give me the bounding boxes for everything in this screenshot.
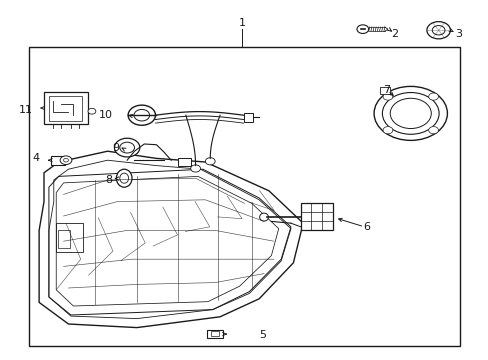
Ellipse shape <box>259 213 268 221</box>
Text: 8: 8 <box>105 175 112 185</box>
Circle shape <box>389 98 430 129</box>
Bar <box>56 223 83 252</box>
Text: 3: 3 <box>454 29 461 39</box>
Bar <box>51 156 65 165</box>
Text: 11: 11 <box>19 105 33 115</box>
Circle shape <box>88 108 96 114</box>
Text: 5: 5 <box>259 330 265 340</box>
Circle shape <box>60 156 72 165</box>
Text: 10: 10 <box>98 110 112 120</box>
Circle shape <box>382 93 438 134</box>
Bar <box>211 331 219 336</box>
Circle shape <box>382 127 392 134</box>
Circle shape <box>356 25 368 33</box>
Text: 9: 9 <box>112 143 120 153</box>
Circle shape <box>428 93 438 100</box>
Text: 2: 2 <box>390 29 398 39</box>
Bar <box>44 92 88 124</box>
Circle shape <box>426 22 449 39</box>
Bar <box>178 158 190 166</box>
Circle shape <box>134 109 149 121</box>
Bar <box>58 230 70 248</box>
Bar <box>300 203 332 230</box>
Ellipse shape <box>116 169 132 187</box>
Circle shape <box>205 158 215 165</box>
Circle shape <box>431 26 444 35</box>
Bar <box>243 113 253 122</box>
Bar <box>207 330 223 338</box>
Circle shape <box>114 138 140 157</box>
Bar <box>380 87 389 94</box>
Circle shape <box>428 127 438 134</box>
Circle shape <box>373 86 447 140</box>
Circle shape <box>63 158 68 162</box>
Text: 1: 1 <box>238 18 245 28</box>
Ellipse shape <box>120 173 128 183</box>
Circle shape <box>190 165 200 172</box>
Bar <box>29 47 459 346</box>
Text: 4: 4 <box>32 153 39 163</box>
Circle shape <box>128 105 155 125</box>
Bar <box>49 96 82 121</box>
Text: 7: 7 <box>382 85 389 95</box>
Circle shape <box>382 93 392 100</box>
Text: 6: 6 <box>363 222 369 232</box>
Circle shape <box>120 142 134 153</box>
